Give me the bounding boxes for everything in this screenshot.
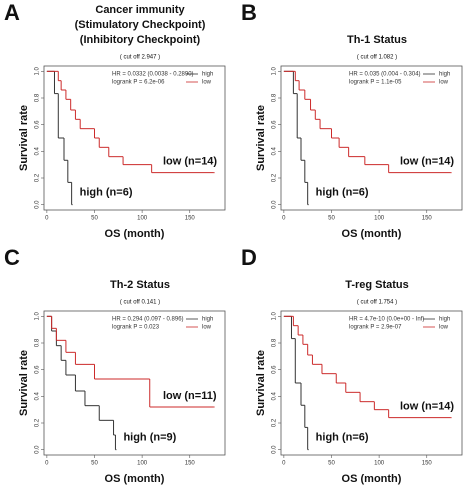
plot-frame: [43, 65, 226, 211]
y-tick-label: 1.0: [35, 312, 41, 321]
curve-label: high (n=6): [316, 187, 369, 199]
legend-label: high: [202, 317, 213, 323]
stat-annotation: logrank P = 1.1e-05: [349, 80, 402, 86]
curve-label: high (n=6): [80, 187, 133, 199]
x-tick-label: 50: [91, 461, 98, 467]
x-tick-label: 150: [422, 216, 433, 222]
stat-annotation: logrank P = 0.023: [112, 325, 160, 331]
curve-label: high (n=9): [123, 432, 176, 444]
x-tick-label: 0: [45, 216, 49, 222]
stat-annotation: HR = 0.294 (0.097 - 0.896): [112, 317, 184, 323]
panel-title: T-reg Status: [345, 279, 409, 291]
panel-letter: C: [4, 245, 20, 270]
plot-frame: [280, 65, 463, 211]
x-tick-label: 100: [137, 216, 148, 222]
y-tick-label: 0.6: [35, 365, 41, 374]
x-axis-label: OS (month): [342, 473, 402, 485]
y-tick-label: 0.2: [35, 418, 41, 427]
cutoff: ( cut off 2.947 ): [120, 55, 160, 61]
cutoff: ( cut off 0.141 ): [120, 300, 160, 306]
x-axis-label: OS (month): [105, 473, 165, 485]
y-tick-label: 0.2: [272, 418, 278, 427]
x-tick-label: 100: [374, 461, 385, 467]
y-tick-label: 0.4: [35, 147, 41, 156]
x-tick-label: 0: [282, 461, 286, 467]
panel-title: Th-2 Status: [110, 279, 170, 291]
legend-label: high: [439, 72, 450, 78]
curve-label: low (n=14): [400, 401, 454, 413]
legend-label: low: [202, 325, 212, 331]
y-tick-label: 0.6: [35, 120, 41, 129]
panel: B Th-1 Status ( cut off 1.082 ) 0 50 100 150 0.…: [241, 0, 463, 240]
x-tick-label: 100: [137, 461, 148, 467]
y-tick-label: 0.8: [272, 338, 278, 347]
y-tick-label: 0.4: [35, 392, 41, 401]
legend-label: high: [202, 72, 213, 78]
curve-label: low (n=14): [400, 156, 454, 168]
panel: C Th-2 Status ( cut off 0.141 ) 0 50 100 150 0.…: [4, 245, 226, 485]
y-tick-label: 0.2: [35, 173, 41, 182]
cutoff: ( cut off 1.082 ): [357, 55, 397, 61]
panel-letter: B: [241, 0, 257, 25]
y-tick-label: 0.0: [35, 445, 41, 454]
y-tick-label: 0.0: [35, 200, 41, 209]
y-tick-label: 0.0: [272, 445, 278, 454]
y-tick-label: 0.2: [272, 173, 278, 182]
x-axis-label: OS (month): [342, 228, 402, 240]
panel-letter: A: [4, 0, 20, 25]
y-tick-label: 1.0: [35, 67, 41, 76]
panel: D T-reg Status ( cut off 1.754 ) 0 50 100 150 0…: [241, 245, 463, 485]
x-tick-label: 100: [374, 216, 385, 222]
x-tick-label: 150: [185, 461, 196, 467]
y-axis-label: Survival rate: [18, 350, 30, 416]
stat-annotation: logrank P = 2.9e-07: [349, 325, 402, 331]
y-tick-label: 0.8: [35, 338, 41, 347]
legend-label: low: [439, 325, 449, 331]
curve-label: high (n=6): [316, 432, 369, 444]
panel-letter: D: [241, 245, 257, 270]
panel-title: (Stimulatory Checkpoint): [75, 19, 206, 31]
panel-title: (Inhibitory Checkpoint): [80, 34, 201, 46]
x-tick-label: 0: [45, 461, 49, 467]
plot-frame: [280, 310, 463, 456]
x-tick-label: 50: [328, 461, 335, 467]
panel: A Cancer immunity (Stimulatory Checkpoint)…: [4, 0, 226, 240]
curve-label: low (n=14): [163, 156, 217, 168]
y-tick-label: 0.4: [272, 147, 278, 156]
x-tick-label: 50: [91, 216, 98, 222]
plot-frame: [43, 310, 226, 456]
y-tick-label: 0.4: [272, 392, 278, 401]
y-axis-label: Survival rate: [18, 105, 30, 171]
y-tick-label: 0.6: [272, 120, 278, 129]
panel-title: Th-1 Status: [347, 34, 407, 46]
stat-annotation: HR = 0.0332 (0.0038 - 0.2890): [112, 72, 194, 78]
y-tick-label: 0.6: [272, 365, 278, 374]
y-tick-label: 0.8: [272, 93, 278, 102]
y-tick-label: 1.0: [272, 67, 278, 76]
curve-label: low (n=11): [163, 390, 217, 402]
y-axis-label: Survival rate: [255, 350, 267, 416]
y-tick-label: 1.0: [272, 312, 278, 321]
x-tick-label: 150: [185, 216, 196, 222]
cutoff: ( cut off 1.754 ): [357, 300, 397, 306]
legend-label: low: [202, 80, 212, 86]
stat-annotation: logrank P = 6.2e-06: [112, 80, 165, 86]
y-tick-label: 0.0: [272, 200, 278, 209]
x-tick-label: 0: [282, 216, 286, 222]
legend-label: low: [439, 80, 449, 86]
x-tick-label: 150: [422, 461, 433, 467]
x-axis-label: OS (month): [105, 228, 165, 240]
stat-annotation: HR = 4.7e-10 (0.0e+00 - Inf): [349, 317, 424, 323]
legend-label: high: [439, 317, 450, 323]
panel-title: Cancer immunity: [95, 4, 185, 16]
y-tick-label: 0.8: [35, 93, 41, 102]
x-tick-label: 50: [328, 216, 335, 222]
stat-annotation: HR = 0.035 (0.004 - 0.304): [349, 72, 421, 78]
y-axis-label: Survival rate: [255, 105, 267, 171]
